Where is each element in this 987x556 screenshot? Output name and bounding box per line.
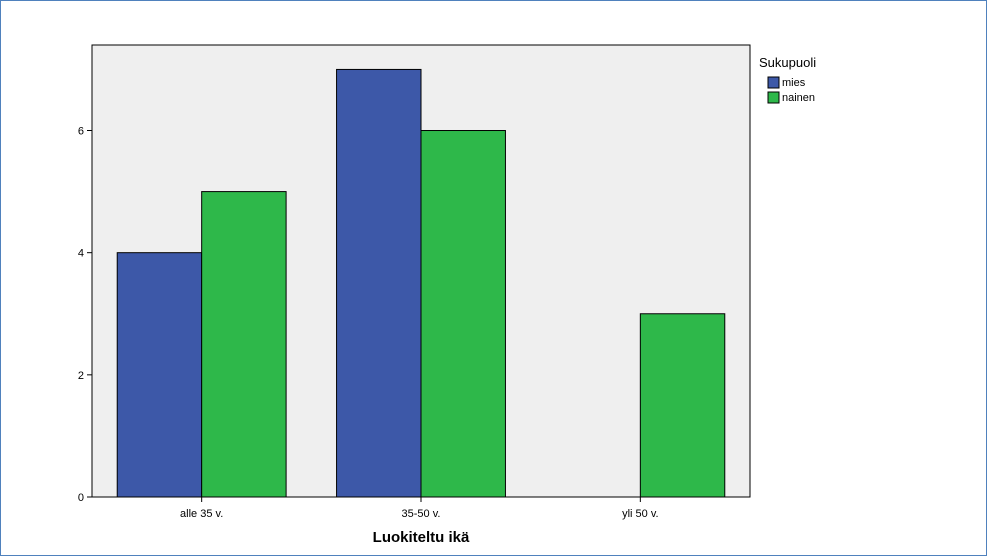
y-tick-label-2: 2 — [78, 370, 84, 382]
x-tick-label-alle-35-v: alle 35 v. — [180, 508, 223, 520]
y-axis: 0 2 4 6 — [78, 126, 92, 504]
legend-label-mies: mies — [782, 77, 806, 89]
x-axis-title: Luokiteltu ikä — [373, 529, 470, 546]
legend-swatch-mies — [767, 76, 780, 89]
x-tick-label-35-50-v: 35-50 v. — [402, 508, 441, 520]
legend-title: Sukupuoli — [759, 55, 816, 70]
bar-nainen-yli-50-v — [639, 313, 726, 498]
y-tick-label-4: 4 — [78, 248, 84, 260]
bar-mies-35-50-v — [336, 68, 422, 498]
x-tick-label-yli-50-v: yli 50 v. — [622, 508, 658, 520]
x-axis: alle 35 v. 35-50 v. yli 50 v. — [180, 497, 659, 520]
y-tick-label-6: 6 — [78, 126, 84, 138]
legend-swatch-nainen — [767, 91, 780, 104]
legend: Sukupuoli mies nainen — [759, 55, 816, 104]
legend-label-nainen: nainen — [782, 92, 815, 104]
bar-nainen-alle-35-v — [201, 191, 287, 498]
bars-layer — [116, 68, 726, 498]
y-tick-label-0: 0 — [78, 492, 84, 504]
bar-nainen-35-50-v — [420, 130, 506, 498]
legend-items: mies nainen — [767, 76, 815, 104]
bar-mies-alle-35-v — [116, 252, 203, 498]
